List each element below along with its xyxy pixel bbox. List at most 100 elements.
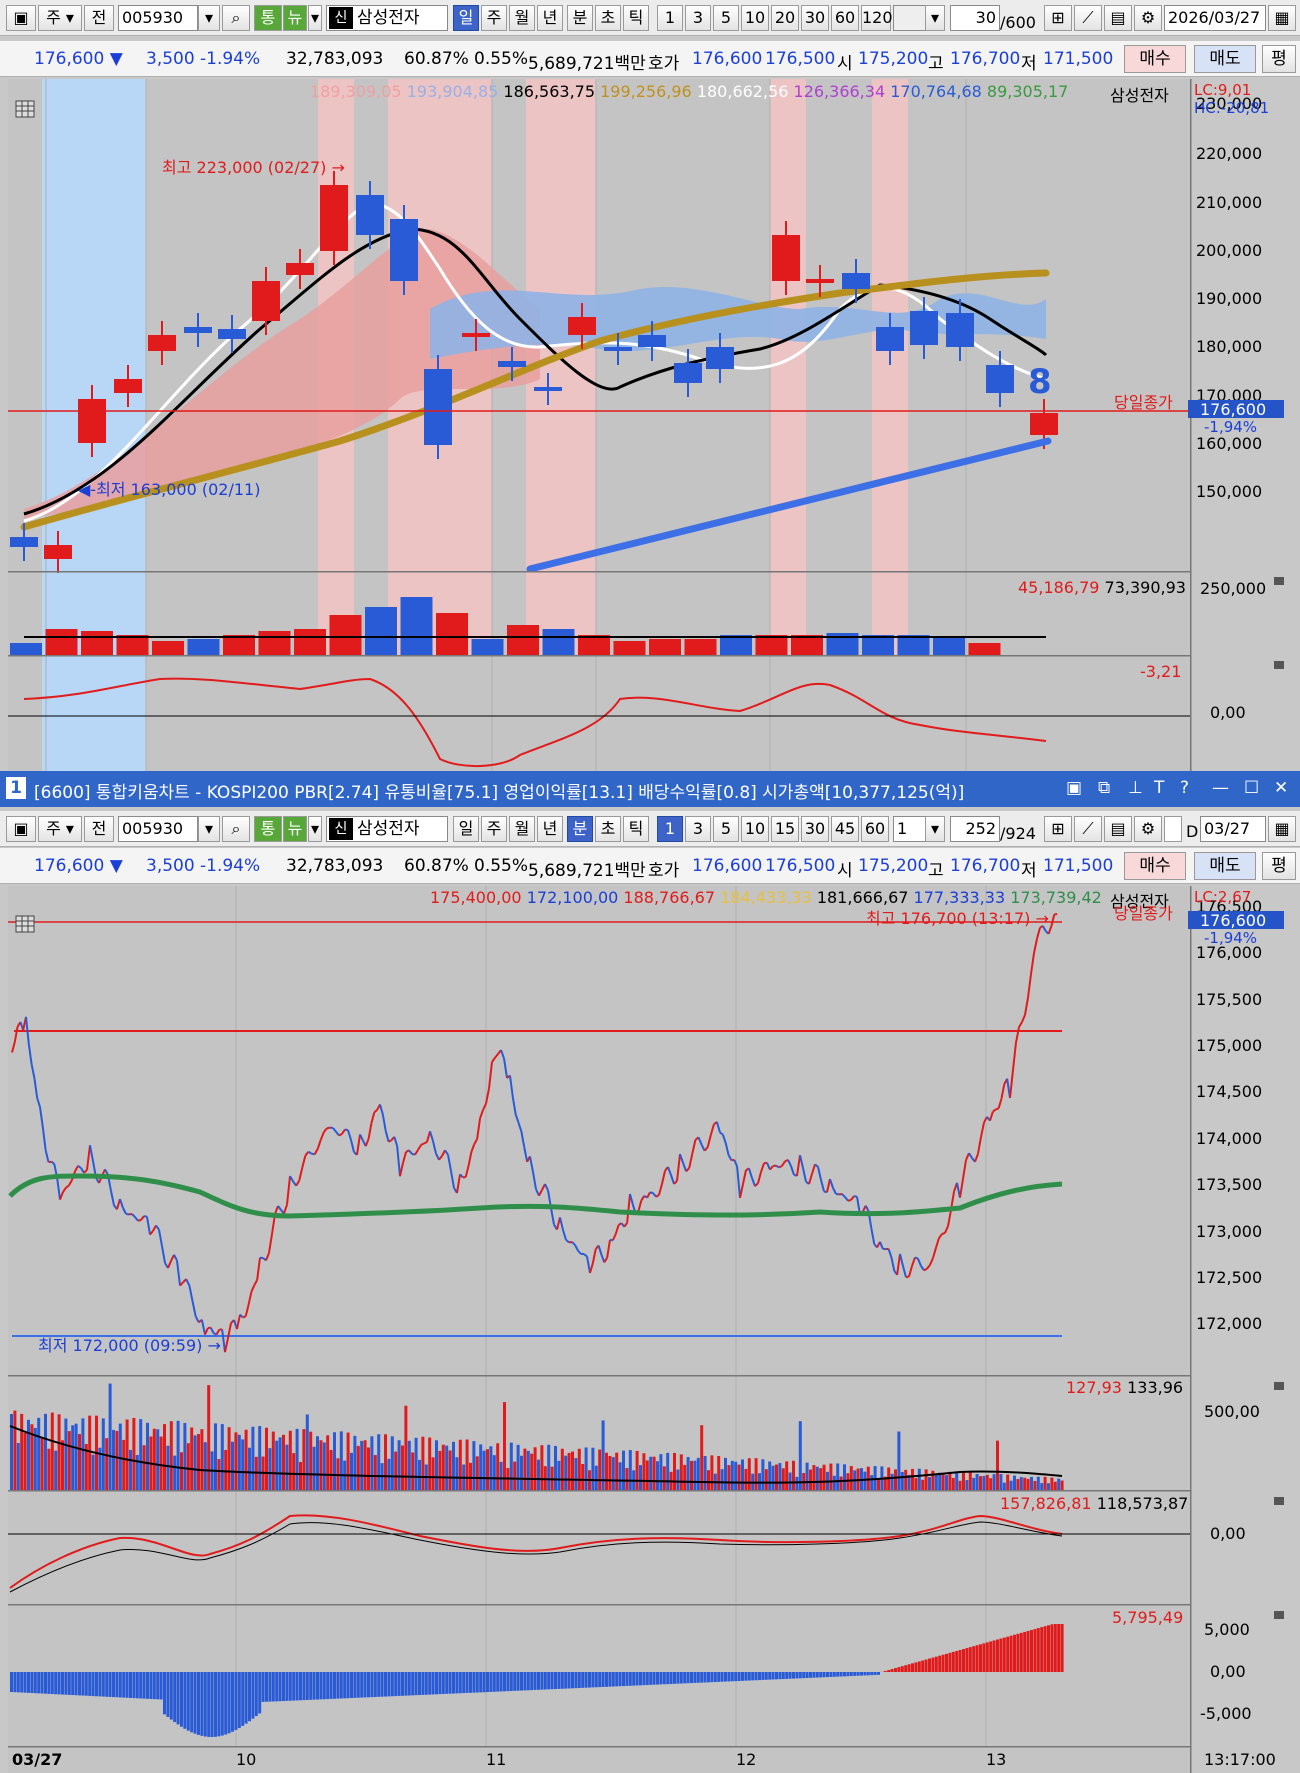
buy-button[interactable]: 매수 (1124, 45, 1186, 73)
interval-5[interactable]: 5 (713, 5, 739, 31)
histogram-bar (713, 1672, 717, 1683)
window-title-bar[interactable]: 1 [6600] 통합키움차트 - KOSPI200 PBR[2.74] 유통비… (0, 771, 1300, 807)
period-tick-2[interactable]: 틱 (623, 816, 649, 842)
interval-15-2[interactable]: 15 (771, 816, 799, 842)
chart-menu-icon[interactable]: ▣ (6, 5, 36, 31)
date-input[interactable]: 2026/03/27 (1164, 5, 1266, 31)
calendar-icon[interactable]: ▦ (1268, 5, 1296, 31)
custom-interval-dropdown-icon[interactable]: ▾ (925, 5, 945, 31)
period-tick[interactable]: 틱 (623, 5, 649, 31)
search-icon-2[interactable]: ⌕ (222, 816, 250, 842)
histogram-bar (775, 1672, 778, 1680)
top-chart-area[interactable]: 230,000 220,000 210,000 200,000 190,000 180,0… (0, 79, 1300, 771)
price-segment (356, 1134, 361, 1156)
period-month-2[interactable]: 월 (509, 816, 535, 842)
window-icon-pin[interactable]: ⊥ (1128, 778, 1143, 798)
histogram-bar (193, 1672, 197, 1734)
settings-gear-icon-2[interactable]: ⚙ (1134, 816, 1162, 842)
bottom-chart-area[interactable]: 176,500176,000175,500175,000174,500174,0… (0, 886, 1300, 1773)
nyu-button[interactable]: 뉴 (283, 5, 307, 31)
price-segment (350, 1139, 355, 1153)
tong-button-2[interactable]: 통 (254, 816, 282, 842)
sell-button[interactable]: 매도 (1194, 45, 1256, 73)
period-year[interactable]: 년 (537, 5, 563, 31)
crosshair-icon[interactable]: ⊞ (1044, 5, 1072, 31)
close-icon[interactable]: ✕ (1274, 778, 1289, 798)
period-year-2[interactable]: 년 (537, 816, 563, 842)
sell-button-2[interactable]: 매도 (1194, 852, 1256, 880)
maximize-icon[interactable]: ☐ (1244, 778, 1260, 798)
period-month[interactable]: 월 (509, 5, 535, 31)
nyu-button-2[interactable]: 뉴 (283, 816, 307, 842)
code-dropdown-icon-2[interactable]: ▾ (198, 816, 220, 842)
count-input-2[interactable]: 252 (950, 816, 1000, 842)
price-segment (146, 1216, 151, 1235)
prev-button-2[interactable]: 전 (84, 816, 114, 842)
tong-button[interactable]: 통 (254, 5, 282, 31)
stock-code-input-2[interactable]: 005930 (118, 816, 198, 842)
interval-30-2[interactable]: 30 (801, 816, 829, 842)
prev-button[interactable]: 전 (84, 5, 114, 31)
window-icon-text[interactable]: T (1154, 778, 1165, 798)
histogram-bar (897, 1667, 901, 1672)
period-day-2[interactable]: 일 (453, 816, 479, 842)
interval-60-2[interactable]: 60 (861, 816, 889, 842)
interval-3[interactable]: 3 (685, 5, 711, 31)
interval-30[interactable]: 30 (801, 5, 829, 31)
interval-3-2[interactable]: 3 (685, 816, 711, 842)
stock-code-input[interactable]: 005930 (118, 5, 198, 31)
date-input-2[interactable]: 03/27 (1200, 816, 1266, 842)
count-input[interactable]: 30 (950, 5, 1000, 31)
buy-button-2[interactable]: 매수 (1124, 852, 1186, 880)
stock-name-field-2[interactable]: 신 삼성전자 (326, 816, 448, 842)
search-icon[interactable]: ⌕ (222, 5, 250, 31)
market-type-select-2[interactable]: 주 ▾ (38, 816, 82, 842)
high-annotation-text: 최고 223,000 (02/27) (162, 158, 327, 177)
interval-5-2[interactable]: 5 (713, 816, 739, 842)
flat-button[interactable]: 평 (1262, 45, 1296, 73)
flat-button-2[interactable]: 평 (1262, 852, 1296, 880)
custom-interval-dropdown-icon-2[interactable]: ▾ (925, 816, 945, 842)
volume-bar (1043, 1476, 1047, 1490)
save-icon[interactable]: ▤ (1104, 5, 1132, 31)
interval-1-2[interactable]: 1 (657, 816, 683, 842)
price-change-2: 3,500 (146, 856, 195, 876)
market-type-select[interactable]: 주 ▾ (38, 5, 82, 31)
price-segment (899, 1253, 904, 1267)
window-icon-cascade[interactable]: ⧉ (1098, 778, 1111, 798)
volume-bar (448, 1450, 452, 1490)
period-week-2[interactable]: 주 (481, 816, 507, 842)
nyu-dropdown-icon[interactable]: ▾ (308, 5, 322, 31)
period-minute-2[interactable]: 분 (567, 816, 593, 842)
histogram-bar (363, 1672, 367, 1698)
stock-name-field[interactable]: 신 삼성전자 (326, 5, 448, 31)
interval-10-2[interactable]: 10 (741, 816, 769, 842)
volume-bar (1060, 1480, 1064, 1490)
custom-interval-input-2[interactable]: 1 (893, 816, 929, 842)
draw-tool-icon[interactable]: ⟋ (1074, 5, 1102, 31)
settings-gear-icon[interactable]: ⚙ (1134, 5, 1162, 31)
interval-10[interactable]: 10 (741, 5, 769, 31)
period-day[interactable]: 일 (453, 5, 479, 31)
calendar-icon-2[interactable]: ▦ (1268, 816, 1296, 842)
period-second-2[interactable]: 초 (595, 816, 621, 842)
interval-1[interactable]: 1 (657, 5, 683, 31)
interval-20[interactable]: 20 (771, 5, 799, 31)
interval-120[interactable]: 120 (861, 5, 893, 31)
period-second[interactable]: 초 (595, 5, 621, 31)
nyu-dropdown-icon-2[interactable]: ▾ (308, 816, 322, 842)
code-dropdown-icon[interactable]: ▾ (198, 5, 220, 31)
save-icon-2[interactable]: ▤ (1104, 816, 1132, 842)
histogram-bar (108, 1672, 112, 1697)
period-week[interactable]: 주 (481, 5, 507, 31)
period-minute[interactable]: 분 (567, 5, 593, 31)
date-checkbox[interactable] (1164, 816, 1182, 842)
minimize-icon[interactable]: — (1212, 778, 1229, 798)
chart-menu-icon-2[interactable]: ▣ (6, 816, 36, 842)
window-icon-tile[interactable]: ▣ (1066, 778, 1083, 798)
help-icon[interactable]: ? (1180, 778, 1190, 798)
interval-60[interactable]: 60 (831, 5, 859, 31)
draw-tool-icon-2[interactable]: ⟋ (1074, 816, 1102, 842)
crosshair-icon-2[interactable]: ⊞ (1044, 816, 1072, 842)
interval-45-2[interactable]: 45 (831, 816, 859, 842)
